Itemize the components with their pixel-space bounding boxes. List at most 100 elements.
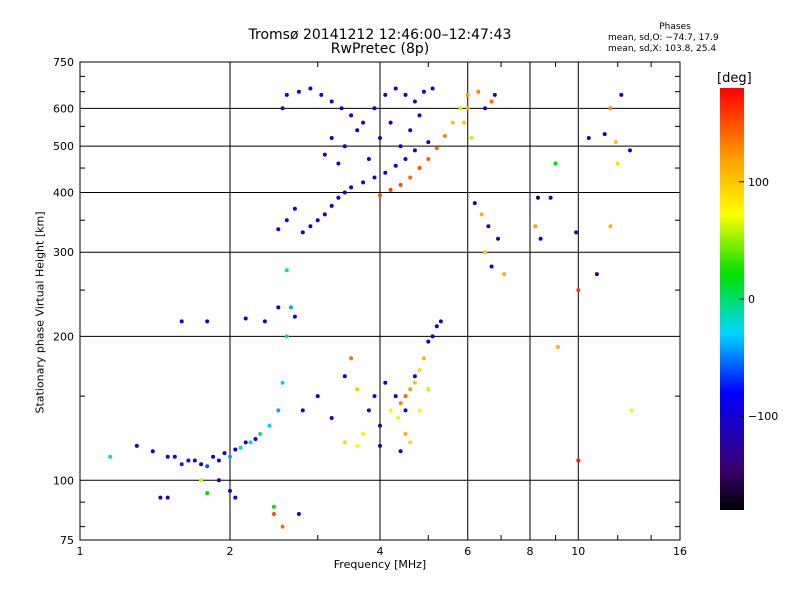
data-point [398, 182, 403, 187]
data-point [576, 458, 581, 463]
data-point [538, 236, 543, 241]
data-point [205, 319, 210, 324]
phase-stats-o-mode: mean, sd,O: −74.7, 17.9 [608, 33, 719, 43]
data-point [372, 394, 377, 399]
data-point [222, 451, 227, 456]
data-point [329, 203, 334, 208]
x-axis-label: Frequency [MHz] [333, 558, 427, 571]
data-point [205, 464, 210, 469]
data-point [619, 92, 624, 97]
data-point [417, 113, 422, 118]
data-point [421, 89, 426, 94]
data-point [355, 443, 360, 448]
data-point [355, 128, 360, 133]
data-point [349, 113, 354, 118]
phase-stats-heading: Phases [659, 22, 691, 32]
data-point [342, 190, 347, 195]
data-point [408, 175, 413, 180]
data-point [417, 368, 422, 373]
data-point [253, 437, 258, 441]
data-point [393, 394, 398, 399]
data-point [398, 144, 403, 149]
data-point [576, 288, 581, 293]
data-point [608, 106, 613, 111]
axis-ticks: 1 2 4 6 8 10 16 75 100 200 300 400 500 600 750 [53, 56, 687, 558]
data-point [366, 157, 371, 161]
data-point [165, 454, 170, 459]
data-point [434, 146, 439, 151]
x-tick-label: 2 [227, 545, 234, 558]
data-point [628, 148, 632, 153]
data-point [276, 305, 281, 310]
data-point [483, 250, 488, 255]
y-tick-label: 400 [53, 186, 74, 199]
data-point [403, 432, 408, 436]
data-point [393, 86, 398, 91]
data-point [412, 374, 417, 379]
x-tick-label: 8 [527, 545, 534, 558]
data-point [308, 224, 313, 229]
x-tick-label: 4 [377, 545, 384, 558]
data-point [280, 524, 285, 529]
y-tick-label: 300 [53, 246, 74, 259]
data-point [450, 120, 455, 125]
colorbar-tick-label: −100 [748, 410, 778, 423]
data-point [417, 166, 422, 170]
data-point [608, 224, 613, 229]
data-point [258, 432, 263, 436]
data-point [476, 89, 481, 94]
data-point [430, 334, 435, 339]
data-point [280, 380, 285, 385]
data-point [574, 230, 579, 235]
data-point [284, 268, 289, 273]
data-point [300, 408, 305, 413]
data-point [426, 339, 431, 344]
data-point [629, 408, 634, 413]
x-tick-label: 16 [673, 545, 687, 558]
data-point [486, 224, 491, 229]
data-point [329, 416, 334, 420]
data-point [465, 92, 470, 97]
data-point [211, 454, 216, 459]
data-point [186, 458, 191, 463]
data-point [615, 161, 620, 166]
data-point [383, 170, 388, 175]
data-point [408, 440, 413, 445]
data-point [199, 478, 204, 483]
data-point [462, 120, 467, 125]
data-point [233, 495, 238, 500]
x-tick-label: 6 [464, 545, 471, 558]
data-point [378, 423, 382, 428]
data-point [271, 512, 276, 516]
y-tick-label: 75 [60, 534, 74, 547]
data-point [284, 218, 289, 223]
phase-stats-x-mode: mean, sd,X: 103.8, 25.4 [608, 44, 717, 54]
x-tick-label: 10 [571, 545, 585, 558]
x-tick-label: 1 [77, 545, 84, 558]
chart-title: Tromsø 20141212 12:46:00–12:47:43 [248, 27, 512, 43]
data-point [412, 148, 417, 153]
data-point [426, 157, 431, 161]
data-point [276, 227, 281, 232]
data-point [417, 408, 422, 413]
data-point [469, 136, 474, 140]
data-point [361, 120, 366, 125]
data-point [238, 445, 243, 450]
colorbar-tick-label: 100 [748, 176, 769, 189]
data-point [403, 394, 408, 399]
data-point [613, 140, 618, 145]
data-point [292, 314, 297, 319]
data-point [192, 458, 197, 463]
data-point [349, 185, 354, 190]
data-point [430, 86, 435, 91]
data-point [172, 454, 177, 459]
data-point [329, 99, 334, 104]
data-point [398, 401, 403, 406]
data-point [438, 319, 443, 324]
data-point [533, 224, 538, 229]
data-point [108, 454, 113, 459]
data-point [243, 440, 248, 445]
data-points [108, 86, 634, 529]
data-point [378, 136, 382, 140]
data-point [426, 387, 431, 392]
